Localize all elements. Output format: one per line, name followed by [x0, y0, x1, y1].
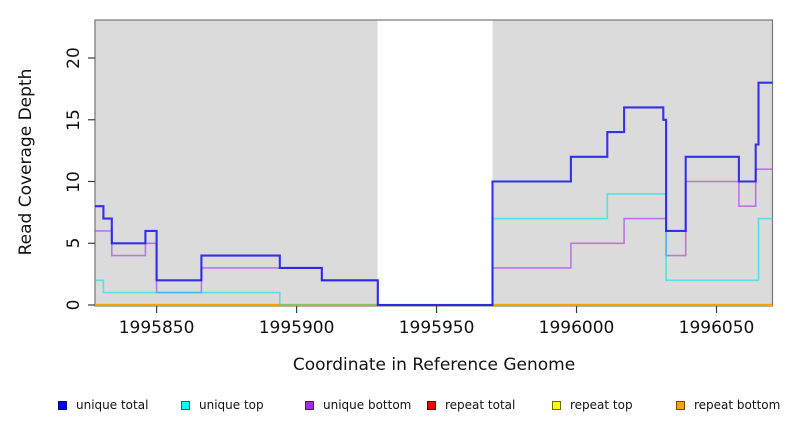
legend-label: repeat top [570, 398, 633, 412]
masked-region-band [377, 20, 493, 306]
y-tick-label: 15 [64, 108, 84, 131]
unique-total-swatch-icon [58, 400, 67, 410]
x-tick-label: 1996000 [538, 318, 615, 338]
legend-item-repeat-bottom: repeat bottom [676, 398, 780, 412]
x-axis-title: Coordinate in Reference Genome [292, 355, 576, 375]
plot-background-right [492, 20, 773, 306]
y-tick-label: 10 [64, 170, 84, 193]
legend-label: unique top [199, 398, 264, 412]
legend-label: repeat total [445, 398, 516, 412]
legend-item-repeat-total: repeat total [427, 398, 515, 412]
legend-item-unique-bottom: unique bottom [305, 398, 411, 412]
legend-label: unique total [76, 398, 149, 412]
x-tick-label: 1996050 [678, 318, 755, 338]
legend: unique total unique top unique bottom re… [0, 398, 792, 422]
x-tick-label: 1995950 [398, 318, 475, 338]
unique-top-swatch-icon [181, 400, 190, 410]
repeat-total-swatch-icon [427, 400, 436, 410]
repeat-top-swatch-icon [552, 400, 561, 410]
repeat-bottom-swatch-icon [676, 400, 685, 410]
x-tick-label: 1995850 [118, 318, 195, 338]
legend-item-repeat-top: repeat top [552, 398, 633, 412]
y-tick-label: 0 [64, 299, 84, 311]
series-unique-total [95, 81, 773, 307]
legend-item-unique-top: unique top [181, 398, 264, 412]
legend-item-unique-total: unique total [58, 398, 148, 412]
y-tick-label: 20 [64, 47, 84, 69]
y-tick-label: 5 [64, 237, 84, 249]
x-tick-label: 1995900 [258, 318, 335, 338]
plot-background-left [95, 20, 378, 306]
y-axis-title: Read Coverage Depth [16, 68, 36, 256]
unique-bottom-swatch-icon [305, 400, 314, 410]
legend-label: unique bottom [323, 398, 412, 412]
series-unique-top [95, 193, 773, 306]
legend-label: repeat bottom [694, 398, 781, 412]
